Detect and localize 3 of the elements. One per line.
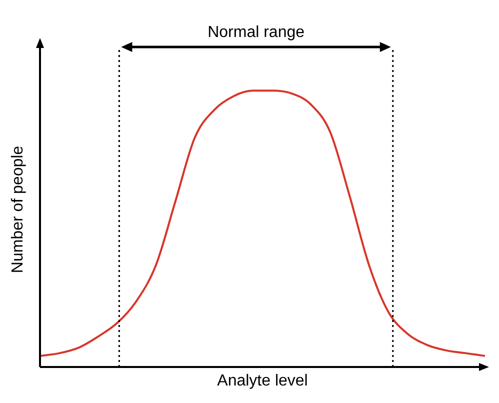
text: Normal range [208,24,305,41]
y-axis-title: Number of people [9,146,26,274]
x-axis-title: Analyte level [217,372,308,390]
